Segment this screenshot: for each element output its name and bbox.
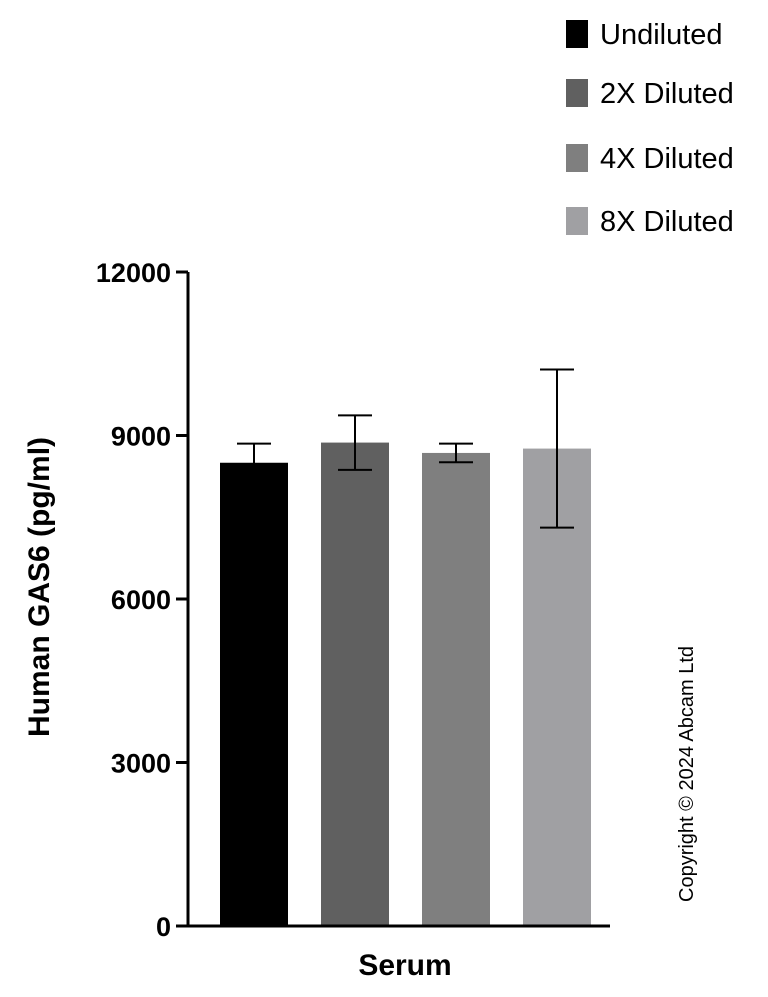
x-axis-label: Serum: [358, 949, 451, 982]
y-tick-label: 3000: [111, 749, 171, 779]
copyright-text: Copyright © 2024 Abcam Ltd: [676, 646, 698, 902]
error-bars: [237, 368, 574, 529]
bars: [220, 442, 591, 926]
y-tick-label: 0: [156, 912, 171, 942]
y-tick-label: 12000: [96, 258, 171, 288]
bar-2x-diluted: [321, 442, 389, 926]
y-tick-label: 6000: [111, 585, 171, 615]
legend-swatch: [566, 207, 588, 235]
legend-swatch: [566, 79, 588, 107]
error-bar: [237, 442, 271, 483]
error-bar: [439, 442, 473, 464]
bar-undiluted: [220, 462, 288, 926]
y-axis-label: Human GAS6 (pg/ml): [23, 437, 56, 737]
bar-4x-diluted: [422, 452, 490, 926]
y-tick-label: 9000: [111, 422, 171, 452]
legend-label: 4X Diluted: [600, 143, 734, 175]
legend: Undiluted 2X Diluted 4X Diluted 8X Diluted: [566, 19, 734, 238]
legend-label: Undiluted: [600, 19, 723, 51]
y-ticks: 0 3000 6000 9000 12000: [96, 258, 188, 942]
error-bar: [540, 368, 574, 529]
legend-swatch: [566, 144, 588, 172]
legend-label: 2X Diluted: [600, 78, 734, 110]
legend-label: 8X Diluted: [600, 206, 734, 238]
error-bar: [338, 414, 372, 471]
legend-swatch: [566, 20, 588, 48]
